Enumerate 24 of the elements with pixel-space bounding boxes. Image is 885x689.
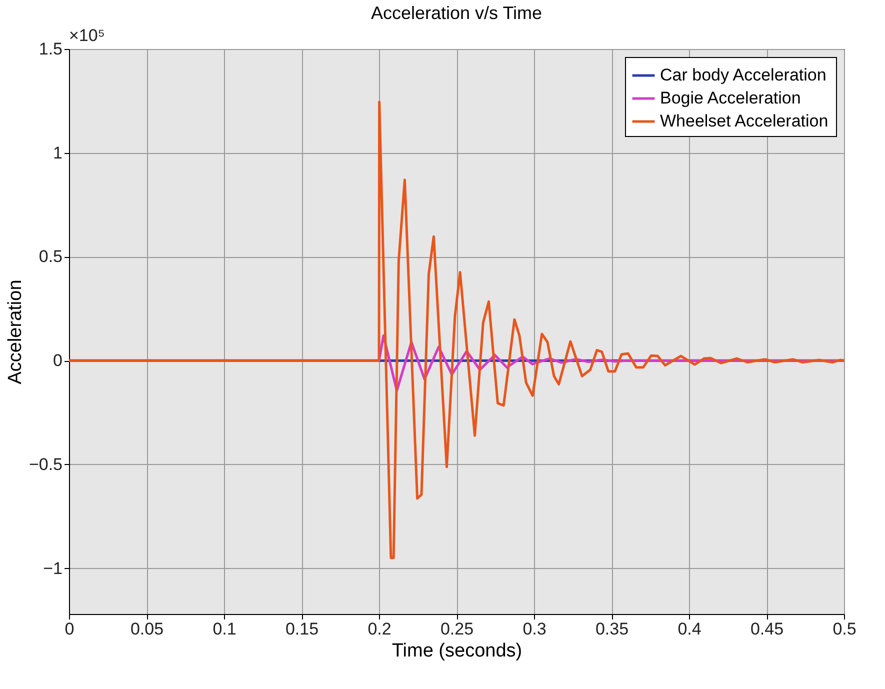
x-tick-label: 0.4	[678, 620, 702, 638]
legend-label: Car body Acceleration	[660, 66, 826, 84]
y-tick-label: 0.5	[38, 247, 62, 266]
x-axis-title: Time (seconds)	[392, 640, 522, 662]
x-tick-label: 0.2	[368, 620, 392, 638]
y-tick-label: 0	[53, 351, 62, 370]
legend-label: Bogie Acceleration	[660, 88, 801, 108]
x-tick-label: 0.5	[832, 620, 856, 638]
x-tick-label: 0.45	[750, 620, 784, 638]
legend-label: Wheelset Acceleration	[660, 112, 828, 130]
y-tick-label: −0.5	[28, 454, 62, 474]
chart-title: Acceleration v/s Time	[370, 3, 542, 23]
text: ×10⁵	[69, 26, 105, 45]
y-tick-label: −1	[43, 558, 62, 578]
x-tick-label: 0.3	[522, 620, 546, 638]
y-tick-label: 1	[53, 143, 62, 162]
x-tick-label: 0	[64, 620, 74, 638]
y-tick-label: 1.5	[38, 40, 62, 58]
x-tick-label: 0.1	[212, 620, 236, 638]
x-tick-label: 0.35	[595, 620, 629, 638]
x-tick-label: 0.15	[285, 620, 319, 638]
x-tick-label: 0.25	[440, 620, 474, 638]
y-axis-title: Acceleration	[4, 280, 26, 384]
x-tick-label: 0.05	[130, 620, 164, 638]
